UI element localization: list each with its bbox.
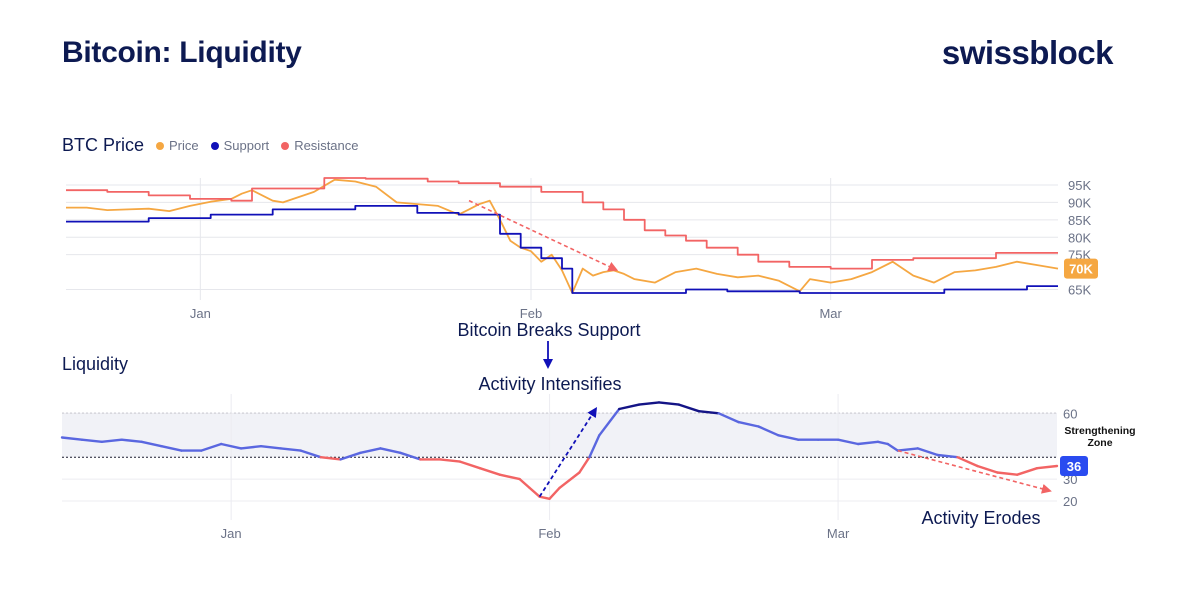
support-line bbox=[66, 204, 1058, 294]
liquidity-segment bbox=[80, 438, 104, 443]
liquidity-segment bbox=[359, 447, 382, 454]
price-x-tick: Mar bbox=[819, 306, 842, 321]
liquidity-segment bbox=[518, 477, 531, 490]
liquidity-chart-title: Liquidity bbox=[62, 354, 129, 374]
liquidity-segment bbox=[657, 401, 681, 406]
price-last-value-text: 70K bbox=[1069, 262, 1093, 277]
legend-item-support[interactable]: Support bbox=[210, 138, 270, 153]
liquidity-segment bbox=[339, 451, 362, 461]
brand-logo: swissblock bbox=[941, 34, 1114, 71]
liquidity-segment bbox=[618, 403, 641, 411]
strengthening-zone-band bbox=[62, 413, 1057, 458]
liquidity-segment bbox=[886, 442, 899, 452]
liquidity-segment bbox=[717, 412, 740, 424]
legend-label-resistance: Resistance bbox=[294, 138, 359, 153]
liquidity-segment bbox=[319, 456, 342, 461]
liquidity-segment bbox=[996, 471, 1019, 476]
liquidity-segment bbox=[916, 447, 939, 457]
price-y-tick: 95K bbox=[1068, 178, 1091, 193]
liquidity-segment bbox=[478, 467, 501, 476]
liquidity-segment bbox=[548, 486, 561, 500]
liquidity-segment bbox=[697, 410, 720, 415]
liquidity-segment bbox=[578, 456, 591, 474]
annotation-breaks-support: Bitcoin Breaks Support bbox=[457, 320, 640, 340]
liquidity-segment bbox=[936, 453, 959, 459]
legend-item-resistance[interactable]: Resistance bbox=[281, 138, 359, 153]
liquidity-segment bbox=[160, 445, 183, 452]
legend-dot-resistance bbox=[281, 141, 290, 150]
liq-y-tick: 20 bbox=[1063, 494, 1077, 509]
annotation-intensifies: Activity Intensifies bbox=[478, 374, 621, 394]
liquidity-segment bbox=[140, 440, 163, 448]
intensifies-arrow bbox=[538, 406, 598, 498]
liquidity-segment bbox=[836, 438, 860, 446]
annotation-erodes: Activity Erodes bbox=[921, 508, 1040, 528]
liquidity-segment bbox=[379, 447, 402, 454]
liquidity-segment bbox=[538, 495, 551, 500]
liquidity-segment bbox=[976, 464, 999, 474]
liquidity-segment bbox=[956, 456, 979, 468]
liquidity-segment bbox=[399, 451, 422, 461]
legend-label-support: Support bbox=[223, 138, 270, 153]
liquidity-segment bbox=[458, 460, 482, 470]
liquidity-segment bbox=[737, 420, 760, 428]
liquidity-segment bbox=[1016, 467, 1039, 476]
liquidity-segment bbox=[299, 449, 322, 459]
price-y-tick: 90K bbox=[1068, 195, 1091, 210]
legend-label-price: Price bbox=[169, 138, 199, 153]
liquidity-last-value-text: 36 bbox=[1067, 459, 1081, 474]
liquidity-segment bbox=[239, 445, 263, 450]
liquidity-segment bbox=[777, 434, 800, 441]
liquidity-segment bbox=[259, 445, 283, 450]
liquidity-segment bbox=[498, 473, 521, 481]
price-x-tick: Feb bbox=[520, 306, 542, 321]
price-trend-arrow bbox=[468, 199, 619, 272]
legend-dot-price bbox=[156, 141, 165, 150]
liq-x-tick: Feb bbox=[538, 526, 560, 541]
annotations: Bitcoin Breaks Support Activity Intensif… bbox=[457, 320, 1135, 528]
liquidity-segment bbox=[757, 425, 780, 437]
liquidity-segment bbox=[528, 486, 541, 498]
price-y-tick: 80K bbox=[1068, 230, 1091, 245]
liquidity-segment bbox=[677, 403, 700, 413]
liquidity-segment bbox=[438, 458, 462, 463]
erodes-arrow bbox=[897, 449, 1052, 494]
liquidity-segment bbox=[1035, 464, 1059, 470]
price-legend: BTC Price Price Support Resistance bbox=[62, 135, 371, 156]
liquidity-segment bbox=[100, 438, 123, 443]
price-x-tick: Jan bbox=[190, 306, 211, 321]
price-last-value-badge bbox=[1064, 258, 1098, 279]
liquidity-segment bbox=[120, 438, 143, 443]
price-chart-title: BTC Price bbox=[62, 135, 145, 155]
liquidity-segment bbox=[60, 436, 84, 441]
liquidity-segment bbox=[558, 471, 581, 490]
liquidity-segment bbox=[896, 447, 919, 452]
price-line bbox=[66, 178, 1059, 294]
liquidity-segment bbox=[279, 447, 302, 452]
liquidity-segment bbox=[856, 440, 880, 446]
liquidity-segment bbox=[588, 434, 601, 459]
price-y-tick: 85K bbox=[1068, 213, 1091, 228]
price-y-tick: 65K bbox=[1068, 283, 1091, 298]
zone-label-line1: Strengthening bbox=[1064, 425, 1135, 437]
liquidity-segment bbox=[876, 440, 889, 446]
page-title: Bitcoin: Liquidity bbox=[62, 36, 302, 69]
liq-x-tick: Mar bbox=[827, 526, 850, 541]
zone-label-line2: Zone bbox=[1087, 437, 1112, 449]
liquidity-last-value-badge bbox=[1060, 455, 1088, 476]
liquidity-segment bbox=[200, 442, 223, 452]
liquidity-segment bbox=[598, 407, 621, 437]
legend-dot-support bbox=[210, 141, 219, 150]
liquidity-segment bbox=[637, 401, 661, 406]
resistance-line bbox=[66, 177, 1058, 270]
liq-x-tick: Jan bbox=[221, 526, 242, 541]
legend-item-price[interactable]: Price bbox=[156, 138, 199, 153]
liquidity-segment bbox=[219, 442, 243, 450]
liq-y-tick: 60 bbox=[1063, 406, 1077, 421]
